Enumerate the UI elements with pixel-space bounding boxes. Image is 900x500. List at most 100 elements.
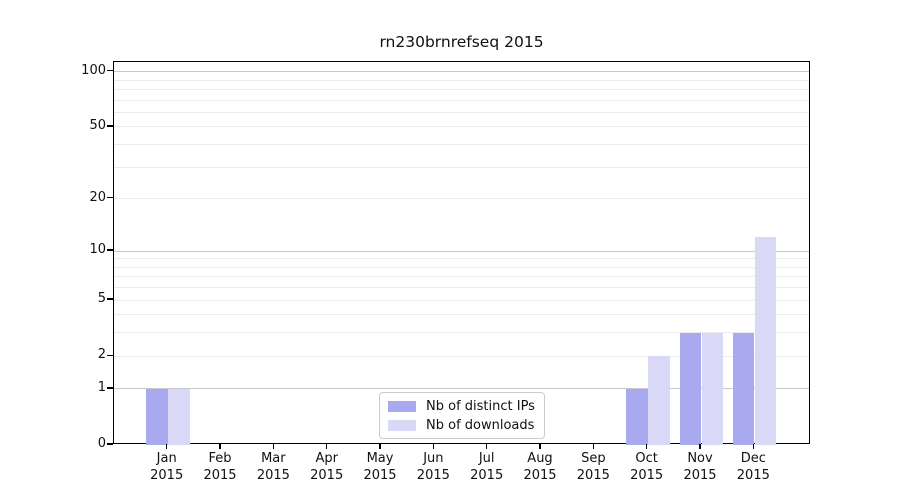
y-tick bbox=[107, 443, 113, 445]
y-tick-label: 0 bbox=[97, 436, 106, 451]
x-tick-year: 2015 bbox=[310, 467, 344, 483]
gridline-minor bbox=[114, 198, 809, 200]
y-tick-label: 1 bbox=[97, 379, 106, 395]
gridline-major bbox=[114, 71, 809, 73]
y-tick bbox=[107, 249, 113, 251]
x-tick-year: 2015 bbox=[630, 467, 664, 483]
gridline-minor bbox=[114, 99, 809, 101]
gridline-minor bbox=[114, 355, 809, 357]
x-tick-year: 2015 bbox=[416, 467, 450, 483]
x-tick bbox=[539, 444, 541, 449]
y-tick-label: 50 bbox=[89, 117, 106, 133]
x-tick bbox=[699, 444, 701, 449]
legend-swatch-downloads bbox=[388, 419, 416, 431]
x-tick-month: Aug bbox=[527, 451, 553, 466]
x-tick-year: 2015 bbox=[736, 467, 770, 483]
bar-distinct-ips bbox=[626, 388, 648, 445]
bar-downloads bbox=[701, 332, 723, 445]
x-tick-label: Oct 2015 bbox=[611, 451, 683, 484]
x-tick-label: Dec 2015 bbox=[717, 451, 789, 484]
legend-swatch-distinct-ips bbox=[388, 400, 416, 412]
gridline-minor bbox=[114, 111, 809, 113]
y-tick-label: 2 bbox=[97, 347, 106, 363]
bar-downloads bbox=[168, 388, 190, 445]
y-tick-label: 100 bbox=[81, 62, 106, 78]
x-tick-year: 2015 bbox=[150, 467, 184, 483]
gridline-minor bbox=[114, 126, 809, 128]
x-tick-month: Oct bbox=[635, 451, 658, 466]
x-tick-month: May bbox=[366, 451, 394, 466]
gridline-major bbox=[114, 388, 809, 390]
x-tick-year: 2015 bbox=[576, 467, 610, 483]
x-tick-label: May 2015 bbox=[344, 451, 416, 484]
y-tick-label: 5 bbox=[97, 291, 106, 307]
x-tick bbox=[272, 444, 274, 449]
x-tick-month: Jan bbox=[156, 451, 177, 466]
bar-distinct-ips bbox=[732, 332, 755, 445]
x-tick bbox=[219, 444, 221, 449]
x-tick-year: 2015 bbox=[363, 467, 397, 483]
gridline-minor bbox=[114, 88, 809, 90]
x-tick-label: Jan 2015 bbox=[131, 451, 203, 484]
y-tick-label: 10 bbox=[89, 242, 106, 257]
x-tick bbox=[326, 444, 328, 449]
gridline-minor bbox=[114, 144, 809, 146]
gridline-minor bbox=[114, 166, 809, 168]
legend-item-downloads: Nb of downloads bbox=[388, 417, 535, 433]
x-tick-label: Aug 2015 bbox=[504, 451, 576, 484]
gridline-major bbox=[114, 250, 809, 252]
legend-label-downloads: Nb of downloads bbox=[426, 417, 535, 433]
gridline-minor bbox=[114, 79, 809, 81]
x-tick-month: Dec bbox=[740, 451, 766, 466]
x-tick-label: Sep 2015 bbox=[557, 451, 629, 484]
x-tick bbox=[592, 444, 594, 449]
x-tick-label: Jul 2015 bbox=[451, 451, 523, 484]
x-tick-month: Jun bbox=[423, 451, 444, 466]
bar-distinct-ips bbox=[146, 388, 168, 445]
x-tick-label: Nov 2015 bbox=[664, 451, 736, 484]
gridline-minor bbox=[114, 332, 809, 334]
gridline-minor bbox=[114, 299, 809, 301]
x-tick-year: 2015 bbox=[203, 467, 237, 483]
x-tick bbox=[752, 444, 754, 449]
y-tick bbox=[107, 354, 113, 356]
x-tick-label: Mar 2015 bbox=[237, 451, 309, 484]
x-tick-month: Sep bbox=[581, 451, 606, 466]
x-tick bbox=[379, 444, 381, 449]
y-tick bbox=[107, 298, 113, 300]
bar-downloads bbox=[754, 237, 777, 445]
x-tick-label: Feb 2015 bbox=[184, 451, 256, 484]
x-tick bbox=[432, 444, 434, 449]
legend-label-distinct-ips: Nb of distinct IPs bbox=[426, 398, 535, 414]
gridline-minor bbox=[114, 258, 809, 260]
gridline-minor bbox=[114, 276, 809, 278]
x-tick bbox=[166, 444, 168, 449]
gridline-minor bbox=[114, 314, 809, 316]
plot-area bbox=[113, 61, 810, 445]
legend: Nb of distinct IPs Nb of downloads bbox=[379, 392, 545, 439]
x-tick-month: Mar bbox=[261, 451, 286, 466]
x-tick-month: Jul bbox=[478, 451, 495, 466]
x-tick bbox=[646, 444, 648, 449]
y-tick-label: 20 bbox=[89, 189, 106, 205]
y-tick bbox=[107, 387, 113, 389]
x-tick-month: Nov bbox=[687, 451, 713, 466]
y-tick bbox=[107, 70, 113, 72]
legend-item-distinct-ips: Nb of distinct IPs bbox=[388, 398, 535, 414]
bar-distinct-ips bbox=[679, 332, 701, 445]
x-tick-year: 2015 bbox=[523, 467, 557, 483]
x-tick-month: Apr bbox=[315, 451, 338, 466]
x-tick-year: 2015 bbox=[683, 467, 717, 483]
x-tick-year: 2015 bbox=[470, 467, 504, 483]
y-tick bbox=[107, 197, 113, 199]
x-tick-month: Feb bbox=[208, 451, 232, 466]
chart-title: rn230brnrefseq 2015 bbox=[379, 33, 544, 51]
gridline-minor bbox=[114, 266, 809, 268]
x-tick bbox=[486, 444, 488, 449]
x-tick-label: Jun 2015 bbox=[397, 451, 469, 484]
bar-downloads bbox=[648, 356, 670, 445]
y-tick bbox=[107, 125, 113, 127]
x-tick-year: 2015 bbox=[256, 467, 290, 483]
gridline-minor bbox=[114, 287, 809, 289]
